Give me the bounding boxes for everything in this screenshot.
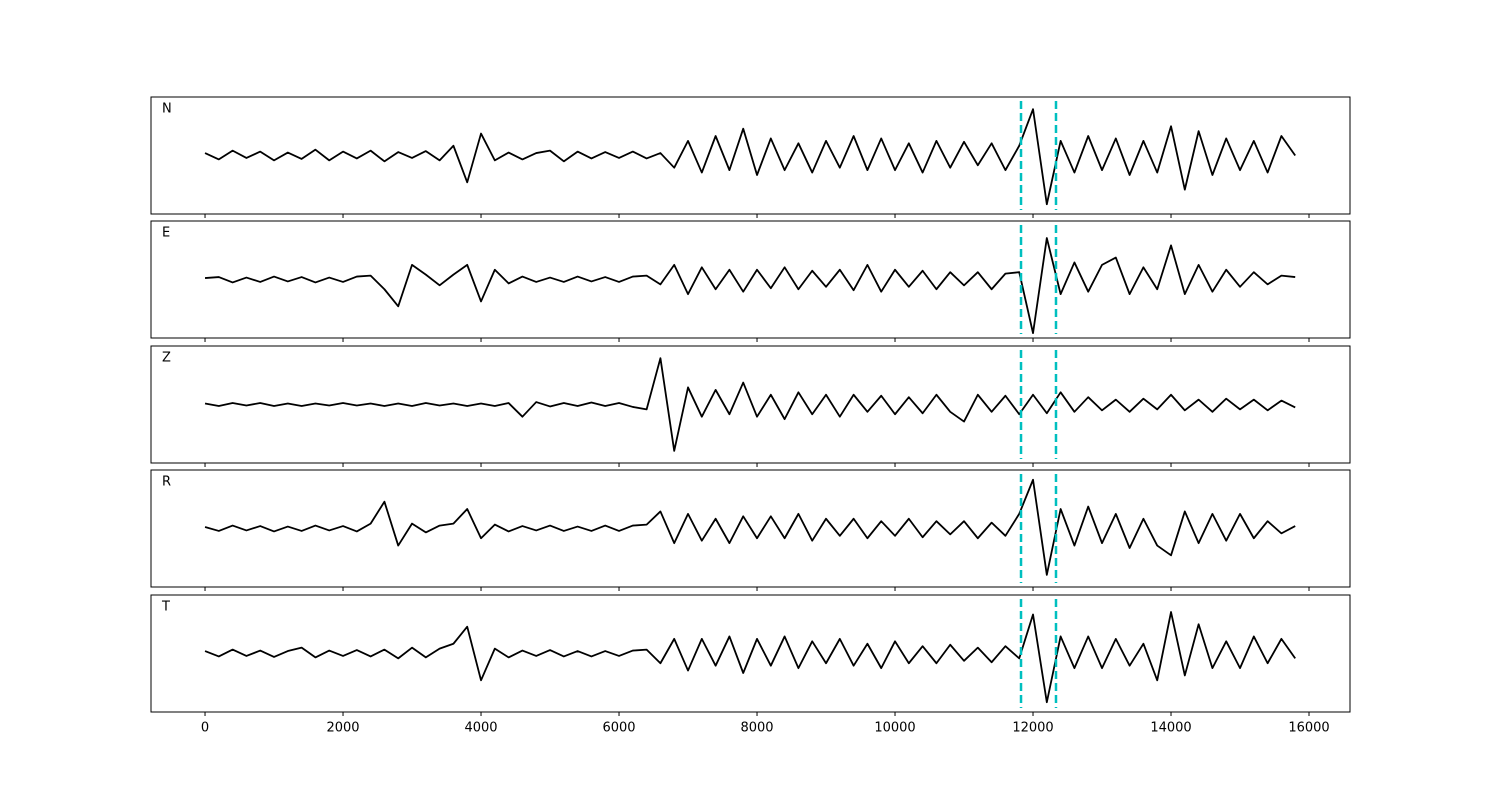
x-tick-label: 2000 (326, 721, 359, 736)
panel-frame (150, 345, 1351, 464)
x-tick-label: 6000 (602, 721, 635, 736)
panel-frame (150, 96, 1351, 215)
panel-frame (150, 469, 1351, 588)
panel-frame (150, 220, 1351, 339)
trace (204, 108, 1296, 206)
panel-label: T (161, 600, 170, 615)
trace (204, 611, 1296, 704)
panel-label: R (162, 475, 171, 490)
x-tick-label: 14000 (1150, 721, 1191, 736)
panel-label: Z (162, 351, 171, 366)
trace (204, 478, 1296, 576)
panel-frame (150, 594, 1351, 713)
x-tick-label: 8000 (740, 721, 773, 736)
x-tick-label: 4000 (464, 721, 497, 736)
trace (204, 357, 1296, 452)
x-tick-label: 0 (201, 721, 209, 736)
x-tick-label: 12000 (1012, 721, 1053, 736)
trace (204, 237, 1296, 335)
panel-label: N (162, 102, 172, 117)
panel-label: E (162, 226, 170, 241)
x-tick-label: 10000 (874, 721, 915, 736)
x-tick-label: 16000 (1288, 721, 1329, 736)
